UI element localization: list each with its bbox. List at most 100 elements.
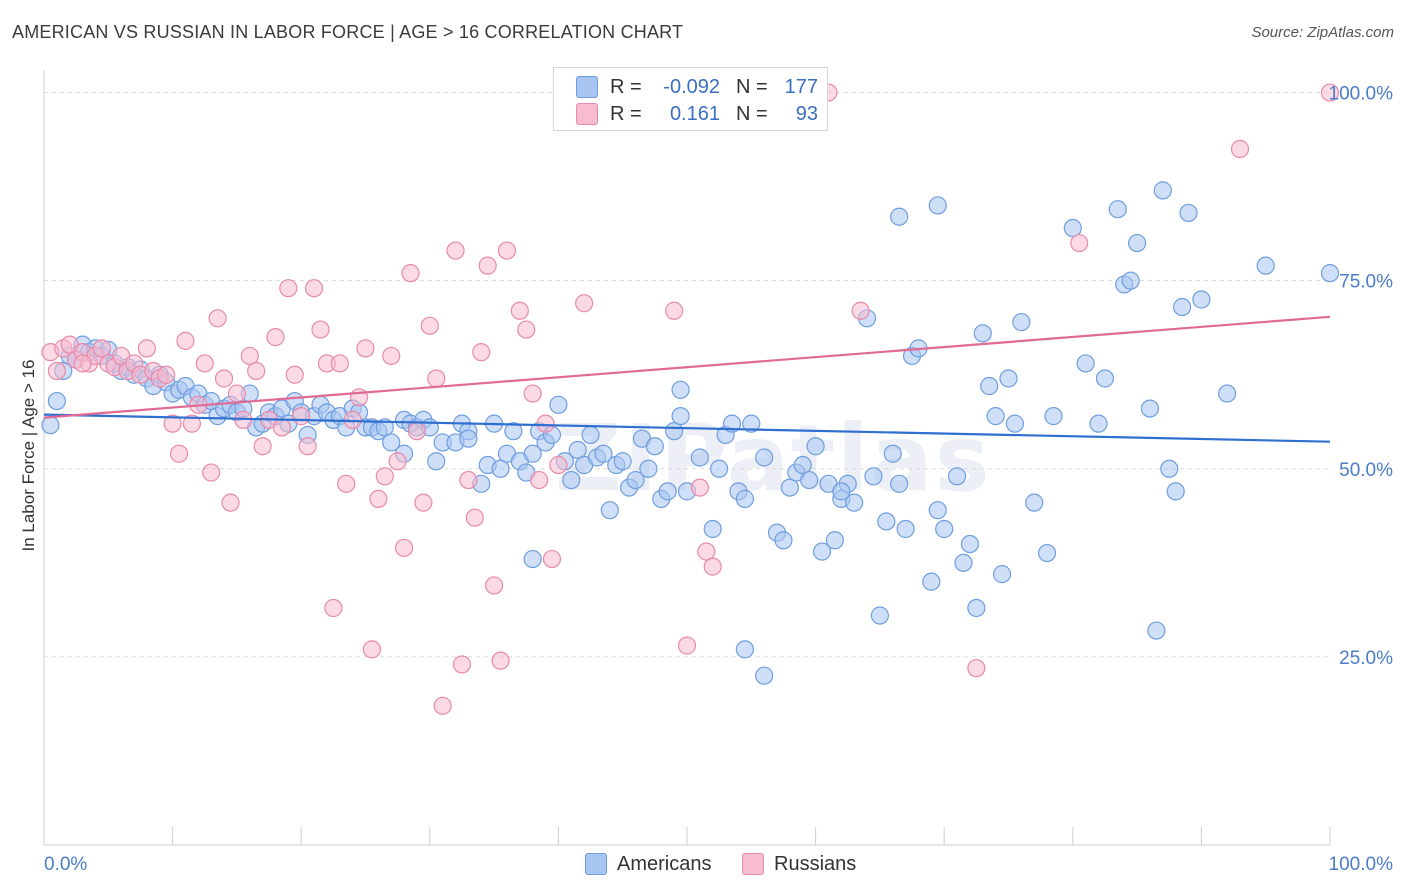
russians-point [221, 493, 240, 512]
russians-point [510, 301, 529, 320]
russians-point [247, 361, 266, 381]
russians-point [182, 414, 201, 433]
x-tick-label: 100.0% [1329, 854, 1394, 875]
legend-row-americans: R = -0.092 N = 177 [576, 74, 818, 100]
americans-point [1095, 369, 1115, 388]
americans-point [549, 395, 568, 414]
americans-point [735, 489, 754, 508]
americans-point [1089, 414, 1108, 433]
americans-point [1173, 297, 1192, 317]
n-label: N = [736, 102, 768, 125]
americans-point [800, 470, 819, 490]
americans-point [735, 640, 754, 659]
americans-point [671, 380, 690, 399]
chart-title: AMERICAN VS RUSSIAN IN LABOR FORCE | AGE… [12, 22, 684, 42]
americans-point [523, 549, 542, 569]
americans-point [877, 512, 896, 531]
americans-point [645, 437, 664, 456]
n-value: 93 [795, 102, 818, 125]
russians-point [414, 493, 433, 512]
points [41, 83, 1340, 715]
americans-point [1140, 399, 1160, 418]
russians-legend-swatch [742, 853, 764, 875]
russians-point [157, 365, 176, 384]
legend-item-americans: Americans [585, 851, 711, 877]
russians-point [202, 463, 221, 482]
americans-point [780, 478, 799, 497]
americans-point [1147, 621, 1166, 640]
americans-point [755, 448, 774, 467]
russians-point [549, 455, 568, 475]
russians-point [324, 598, 343, 618]
americans-point [774, 531, 793, 550]
russians-point [343, 410, 362, 429]
americans-point [1256, 256, 1275, 275]
americans-point [427, 452, 446, 471]
russians-point [240, 346, 259, 366]
russians-point [337, 474, 356, 493]
r-label: R = [610, 75, 642, 98]
y-tick-label: 75.0% [1339, 272, 1393, 293]
americans-point [825, 531, 844, 550]
russians-point [485, 576, 504, 595]
russians-point [382, 346, 401, 366]
americans-point [1037, 543, 1057, 563]
americans-point [999, 369, 1018, 388]
russians-point [292, 407, 311, 426]
americans-point [1012, 312, 1031, 332]
russians-point [253, 437, 272, 456]
russians-point [491, 651, 510, 670]
x-tick-label: 0.0% [44, 854, 87, 875]
russians-point [266, 328, 285, 347]
americans-point [47, 391, 66, 411]
russians-point [401, 264, 420, 283]
russians-point [1070, 233, 1089, 253]
americans-point [1044, 407, 1063, 426]
americans-legend-label: Americans [617, 852, 712, 875]
americans-point [742, 414, 761, 433]
russians-point [703, 557, 722, 576]
americans-point [986, 407, 1005, 426]
americans-point [980, 376, 999, 396]
americans-point [1153, 181, 1172, 200]
americans-point [665, 422, 684, 441]
americans-point [928, 501, 947, 520]
russians-point [433, 696, 452, 715]
n-label: N = [736, 75, 768, 98]
americans-point [1192, 290, 1211, 309]
americans-point [973, 324, 992, 343]
americans-point [1025, 493, 1044, 512]
americans-point [671, 407, 690, 426]
americans-point [883, 444, 902, 463]
russians-point [851, 301, 870, 320]
americans-point [1320, 264, 1340, 283]
americans-point [703, 519, 722, 539]
americans-point [1121, 271, 1140, 290]
americans-swatch [576, 76, 598, 98]
americans-point [1160, 459, 1179, 478]
axes [43, 70, 1331, 846]
americans-point [722, 414, 742, 433]
russians-point [446, 241, 465, 260]
americans-point [992, 565, 1012, 584]
russians-point [407, 422, 427, 441]
americans-point [1076, 354, 1095, 373]
americans-point [960, 534, 980, 554]
americans-point [870, 606, 890, 625]
americans-point [922, 572, 941, 591]
russians-point [176, 331, 195, 350]
americans-point [375, 418, 394, 437]
russians-point [690, 478, 709, 497]
americans-point [690, 448, 709, 467]
americans-point [639, 459, 658, 478]
russians-point [1320, 83, 1340, 102]
russians-point [362, 640, 382, 659]
russians-point [137, 339, 156, 358]
americans-point [890, 207, 909, 226]
russians-point [272, 418, 292, 437]
russians-point [73, 354, 92, 373]
russians-point [677, 636, 697, 655]
russians-point [465, 508, 484, 527]
americans-point [382, 433, 401, 452]
